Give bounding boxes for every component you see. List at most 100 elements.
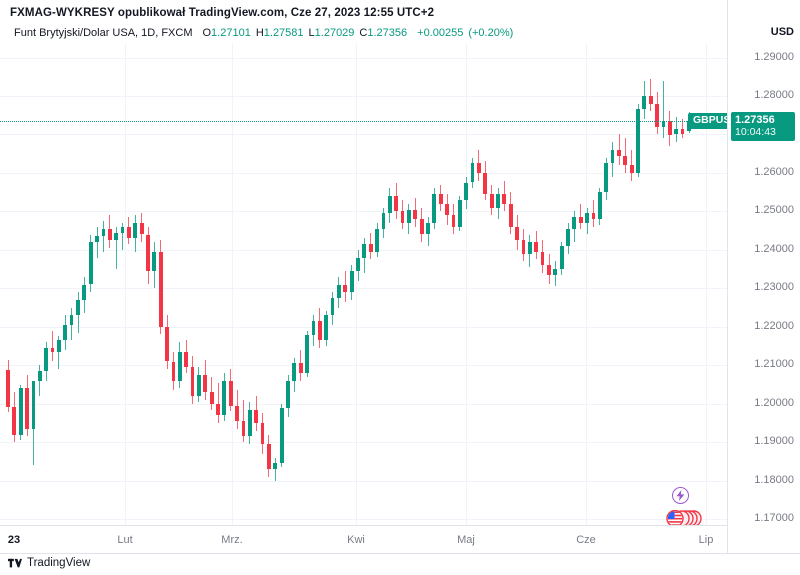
candle-bearish bbox=[50, 348, 55, 352]
legend-change-percent: (+0.20%) bbox=[468, 27, 514, 39]
candle-bullish bbox=[642, 95, 647, 110]
candle-bearish bbox=[655, 103, 660, 127]
candle-bullish bbox=[585, 213, 590, 223]
candle-wick bbox=[39, 365, 41, 397]
vertical-gridline bbox=[706, 44, 707, 525]
chart-legend: Funt Brytyjski/Dolar USA, 1D, FXCM O1.271… bbox=[14, 27, 513, 39]
last-price-line bbox=[0, 120, 727, 122]
price-axis-tick: 1.22000 bbox=[754, 319, 794, 332]
candle-wick bbox=[32, 419, 34, 466]
candle-bullish bbox=[101, 228, 106, 237]
horizontal-gridline bbox=[0, 172, 727, 174]
horizontal-gridline bbox=[0, 519, 727, 521]
candle-bearish bbox=[489, 194, 494, 208]
price-axis[interactable]: USD 1.290001.280001.270001.260001.250001… bbox=[727, 0, 800, 553]
candle-bullish bbox=[407, 209, 411, 223]
time-axis[interactable]: 23 Lut Mrz. Kwi Maj Cze Lip bbox=[0, 525, 727, 553]
chart-plot-area[interactable]: GBPUSD bbox=[0, 44, 727, 525]
candle-wick bbox=[58, 336, 60, 370]
time-axis-tick: Lip bbox=[698, 534, 714, 546]
legend-change-absolute: +0.00255 bbox=[417, 27, 464, 39]
candle-bearish bbox=[209, 392, 214, 404]
current-price-badge[interactable]: 1.27356 10:04:43 bbox=[731, 111, 795, 141]
candle-bearish bbox=[413, 209, 418, 220]
horizontal-gridline bbox=[0, 57, 727, 59]
candle-wick bbox=[243, 399, 244, 443]
candle-bearish bbox=[438, 194, 443, 204]
price-axis-tick: 1.17000 bbox=[754, 512, 794, 525]
legend-open-value: 1.27101 bbox=[211, 27, 251, 39]
candle-bearish bbox=[521, 240, 526, 254]
candle-bearish bbox=[445, 203, 449, 216]
candle-bearish bbox=[139, 222, 144, 235]
candle-bullish bbox=[362, 244, 367, 258]
candle-bearish bbox=[216, 403, 220, 416]
economic-event-coins-icon[interactable] bbox=[666, 509, 702, 525]
candle-bullish bbox=[572, 217, 577, 229]
horizontal-gridline bbox=[0, 365, 727, 367]
candle-bullish bbox=[527, 242, 532, 254]
price-axis-tick: 1.24000 bbox=[754, 242, 794, 255]
time-axis-tick: Mrz. bbox=[221, 534, 243, 546]
vertical-gridline bbox=[125, 44, 126, 525]
candle-bearish bbox=[184, 351, 189, 368]
symbol-price-tag[interactable]: GBPUSD bbox=[688, 112, 727, 129]
candle-bullish bbox=[133, 222, 138, 239]
horizontal-gridline bbox=[0, 134, 727, 136]
vertical-gridline bbox=[356, 44, 357, 525]
candlestick-series: GBPUSD bbox=[0, 44, 727, 525]
lightning-bolt-glyph bbox=[676, 490, 685, 501]
candle-bullish bbox=[387, 196, 392, 214]
chart-footer: TradingView bbox=[0, 553, 800, 575]
legend-low-value: 1.27029 bbox=[314, 27, 355, 39]
candle-wick bbox=[580, 203, 582, 229]
price-axis-tick: 1.18000 bbox=[754, 473, 794, 486]
candle-bearish bbox=[667, 121, 672, 135]
candle-bullish bbox=[196, 374, 201, 397]
candle-bearish bbox=[146, 234, 150, 272]
candle-bullish bbox=[426, 222, 430, 235]
price-axis-tick: 1.25000 bbox=[754, 204, 794, 217]
candle-bearish bbox=[158, 251, 163, 327]
candle-bearish bbox=[617, 149, 621, 156]
candle-bullish bbox=[177, 351, 182, 381]
candle-bullish bbox=[247, 409, 252, 437]
candle-bearish bbox=[107, 228, 112, 241]
candle-bullish bbox=[597, 192, 602, 219]
candle-bearish bbox=[623, 155, 628, 166]
candle-bullish bbox=[44, 348, 49, 372]
candle-bullish bbox=[273, 463, 278, 470]
candle-bullish bbox=[610, 149, 615, 164]
candle-bearish bbox=[12, 406, 17, 436]
price-axis-tick: 1.29000 bbox=[754, 50, 794, 63]
candle-bullish bbox=[88, 242, 93, 285]
candle-wick bbox=[102, 221, 104, 252]
candle-wick bbox=[618, 134, 620, 166]
candle-wick bbox=[122, 222, 123, 250]
lightning-bolt-icon[interactable] bbox=[672, 487, 689, 504]
time-axis-tick: 23 bbox=[7, 534, 21, 546]
candle-bearish bbox=[165, 326, 169, 362]
candle-bullish bbox=[356, 257, 360, 272]
current-price-value: 1.27356 bbox=[735, 113, 775, 126]
tradingview-branding[interactable]: TradingView bbox=[8, 557, 90, 569]
candle-bullish bbox=[152, 251, 157, 271]
candle-wick bbox=[217, 382, 219, 423]
time-axis-tick: Maj bbox=[457, 534, 475, 546]
candle-bearish bbox=[508, 203, 513, 227]
candle-bullish bbox=[114, 232, 119, 241]
candle-bearish bbox=[6, 369, 10, 407]
candle-bullish bbox=[470, 163, 475, 183]
candle-bearish bbox=[578, 217, 583, 223]
legend-symbol-description[interactable]: Funt Brytyjski/Dolar USA, 1D, FXCM bbox=[14, 27, 193, 39]
candle-bullish bbox=[674, 128, 679, 135]
candle-bullish bbox=[311, 321, 316, 335]
candle-bullish bbox=[69, 315, 74, 325]
candle-bearish bbox=[419, 219, 424, 235]
candle-bullish bbox=[286, 380, 290, 408]
horizontal-gridline bbox=[0, 211, 727, 213]
candle-bullish bbox=[457, 199, 462, 227]
candle-wick bbox=[115, 226, 117, 270]
vertical-gridline bbox=[466, 44, 467, 525]
candle-bullish bbox=[337, 284, 341, 298]
